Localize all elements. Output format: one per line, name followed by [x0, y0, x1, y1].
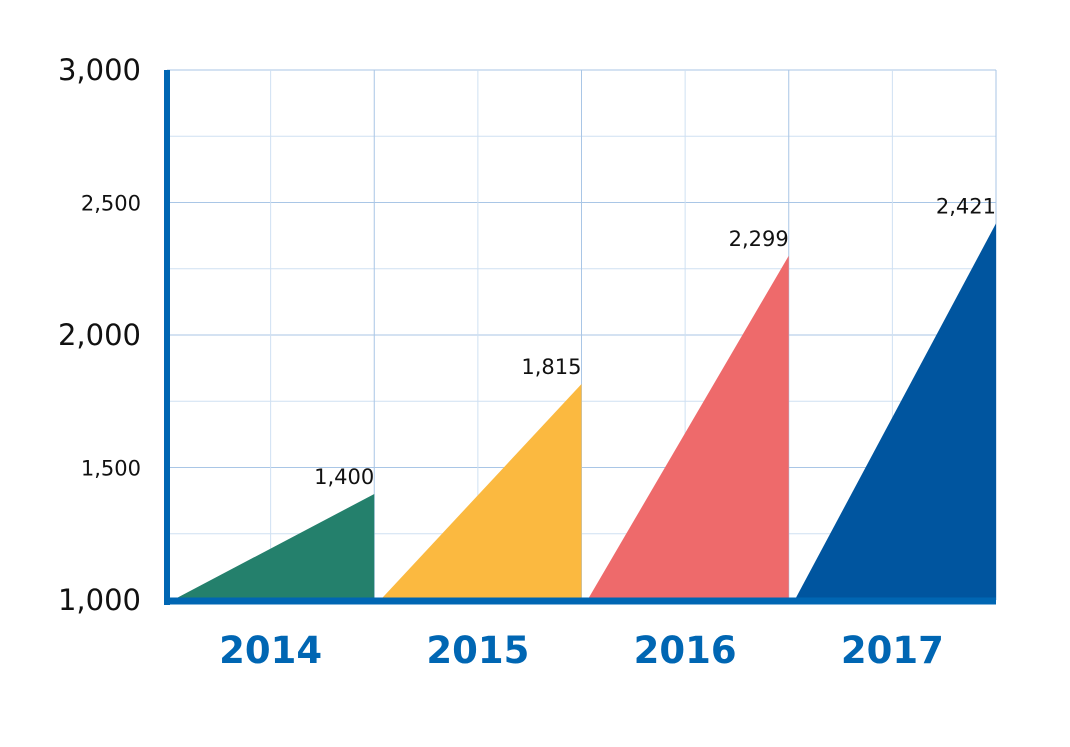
value-label-2017: 2,421	[936, 194, 996, 218]
y-tick-label: 1,500	[81, 457, 141, 481]
x-category-label: 2014	[219, 629, 322, 672]
x-category-label: 2016	[634, 629, 737, 672]
y-tick-label: 3,000	[58, 53, 141, 87]
value-label-2014: 1,400	[314, 465, 374, 489]
y-tick-label: 2,500	[81, 192, 141, 216]
y-tick-label: 1,000	[58, 583, 141, 617]
triangle-2014	[173, 494, 375, 600]
value-label-2015: 1,815	[521, 355, 581, 379]
y-tick-label: 2,000	[58, 318, 141, 352]
x-category-label: 2017	[841, 629, 944, 672]
value-label-2016: 2,299	[729, 227, 789, 251]
x-category-label: 2015	[426, 629, 529, 672]
triangle-2015	[380, 384, 582, 600]
triangle-2016	[587, 255, 789, 600]
triangle-2017	[794, 223, 996, 600]
